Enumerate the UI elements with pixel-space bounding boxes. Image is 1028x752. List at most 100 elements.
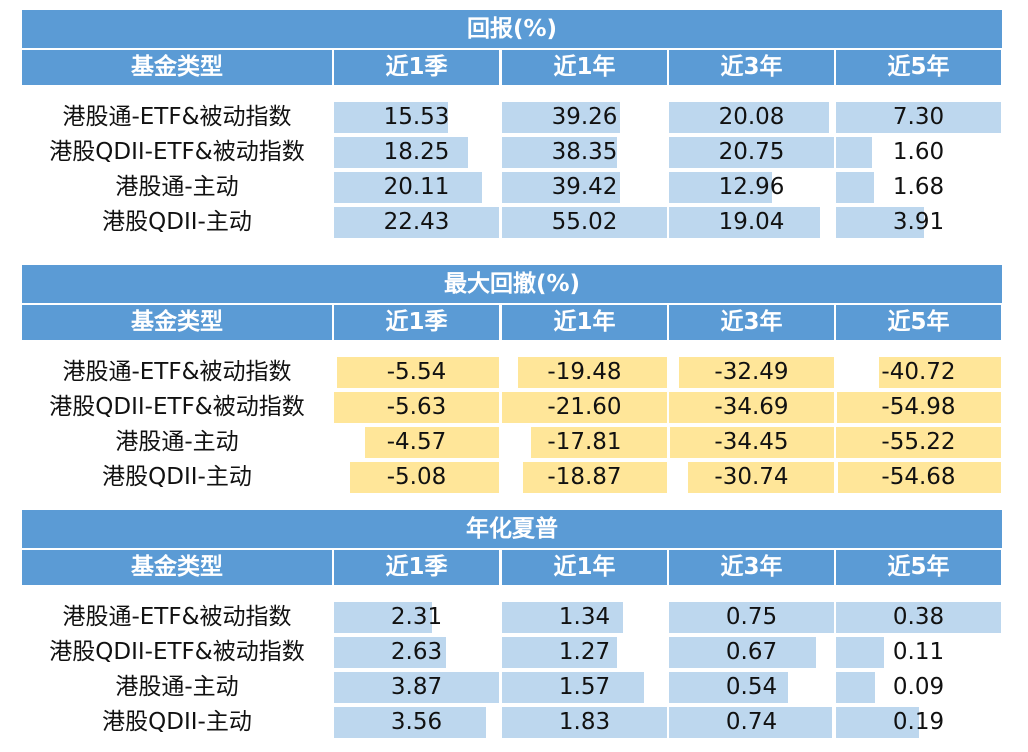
row-label: 港股通-ETF&被动指数 — [62, 604, 292, 630]
value-cell: 0.74 — [669, 705, 834, 740]
value-cell: -5.08 — [334, 460, 499, 495]
table-header-row: 基金类型 近1季 近1年 近3年 近5年 — [22, 305, 1002, 340]
table-header-row: 基金类型 近1季 近1年 近3年 近5年 — [22, 50, 1002, 85]
data-bar — [836, 637, 884, 668]
value-cell: -55.22 — [836, 425, 1001, 460]
data-bar — [334, 172, 482, 203]
table-title: 最大回撤(%) — [22, 265, 1002, 303]
data-bar — [334, 207, 499, 238]
data-bar — [836, 137, 873, 168]
value-cell: 55.02 — [502, 205, 667, 240]
header-cell-period: 近3年 — [669, 550, 834, 585]
row-label: 港股通-主动 — [115, 429, 239, 455]
table-header-row: 基金类型 近1季 近1年 近3年 近5年 — [22, 550, 1002, 585]
value-cell: -32.49 — [669, 355, 834, 390]
value-label: 1.57 — [558, 674, 611, 700]
value-cell: 2.63 — [334, 635, 499, 670]
value-cell: 0.75 — [669, 600, 834, 635]
value-cell: 0.67 — [669, 635, 834, 670]
value-label: -5.54 — [386, 359, 447, 385]
value-label: 55.02 — [551, 209, 618, 235]
table-row: 港股QDII-主动 -5.08 -18.87 -30.74 -54.68 — [22, 460, 1002, 495]
value-cell: 3.87 — [334, 670, 499, 705]
value-label: 0.19 — [892, 709, 945, 735]
data-bar — [837, 462, 1001, 493]
value-label: -54.98 — [881, 394, 956, 420]
table-row: 港股通-ETF&被动指数 15.53 39.26 20.08 7.30 — [22, 100, 1002, 135]
header-cell-fund-type: 基金类型 — [22, 305, 332, 340]
value-label: -34.45 — [714, 429, 789, 455]
data-bar — [334, 672, 499, 703]
value-cell: -19.48 — [502, 355, 667, 390]
value-label: 22.43 — [383, 209, 450, 235]
value-label: 15.53 — [383, 104, 450, 130]
value-label: -34.69 — [714, 394, 789, 420]
value-label: 1.68 — [892, 174, 945, 200]
value-cell: 3.91 — [836, 205, 1001, 240]
value-cell: -40.72 — [836, 355, 1001, 390]
value-label: 1.60 — [892, 139, 945, 165]
row-label: 港股QDII-主动 — [102, 209, 252, 235]
value-cell: 1.68 — [836, 170, 1001, 205]
value-cell: 3.56 — [334, 705, 499, 740]
value-cell: 18.25 — [334, 135, 499, 170]
value-cell: 0.38 — [836, 600, 1001, 635]
data-bar — [836, 102, 1001, 133]
data-bar — [522, 462, 667, 493]
header-cell-period: 近3年 — [669, 305, 834, 340]
value-cell: 1.83 — [502, 705, 667, 740]
table-row: 港股通-主动 -4.57 -17.81 -34.45 -55.22 — [22, 425, 1002, 460]
data-bar — [502, 602, 623, 633]
value-label: -18.87 — [547, 464, 622, 490]
value-cell: 20.75 — [669, 135, 834, 170]
header-cell-period: 近1季 — [334, 305, 499, 340]
value-label: 2.63 — [390, 639, 443, 665]
value-label: 0.54 — [725, 674, 778, 700]
data-bar — [502, 172, 621, 203]
header-cell-fund-type: 基金类型 — [22, 550, 332, 585]
value-label: -17.81 — [547, 429, 622, 455]
value-label: 3.87 — [390, 674, 443, 700]
data-bar — [502, 637, 617, 668]
data-bar — [669, 102, 829, 133]
value-cell: -54.98 — [836, 390, 1001, 425]
value-cell: -34.69 — [669, 390, 834, 425]
value-label: 0.75 — [725, 604, 778, 630]
data-bar — [334, 637, 447, 668]
row-label: 港股QDII-ETF&被动指数 — [49, 394, 305, 420]
data-bar — [669, 392, 834, 423]
value-label: -5.63 — [386, 394, 447, 420]
value-label: 7.30 — [892, 104, 945, 130]
value-label: -54.68 — [881, 464, 956, 490]
data-bar — [669, 602, 834, 633]
header-cell-period: 近5年 — [836, 550, 1001, 585]
data-bar — [836, 672, 876, 703]
data-bar — [836, 427, 1001, 458]
header-cell-period: 近3年 — [669, 50, 834, 85]
value-label: -5.08 — [386, 464, 447, 490]
data-bar — [502, 102, 620, 133]
value-cell: 2.31 — [334, 600, 499, 635]
value-cell: 1.27 — [502, 635, 667, 670]
table-row: 港股通-ETF&被动指数 2.31 1.34 0.75 0.38 — [22, 600, 1002, 635]
value-label: 19.04 — [718, 209, 785, 235]
value-label: 20.75 — [718, 139, 785, 165]
header-cell-period: 近1年 — [502, 550, 667, 585]
data-bar — [669, 707, 832, 738]
data-bar — [836, 392, 1001, 423]
data-bar — [530, 427, 667, 458]
value-label: 39.26 — [551, 104, 618, 130]
value-label: 0.09 — [892, 674, 945, 700]
header-cell-fund-type: 基金类型 — [22, 50, 332, 85]
table-row: 港股QDII-ETF&被动指数 2.63 1.27 0.67 0.11 — [22, 635, 1002, 670]
value-label: 39.42 — [551, 174, 618, 200]
value-cell: -34.45 — [669, 425, 834, 460]
value-label: -21.60 — [547, 394, 622, 420]
table-section: 最大回撤(%) 基金类型 近1季 近1年 近3年 近5年 港股通-ETF&被动指数 -5.54… — [22, 265, 1002, 495]
data-bar — [670, 427, 834, 458]
data-bar — [334, 602, 433, 633]
value-cell: 19.04 — [669, 205, 834, 240]
data-bar — [502, 707, 667, 738]
value-label: 1.34 — [558, 604, 611, 630]
value-label: -32.49 — [714, 359, 789, 385]
